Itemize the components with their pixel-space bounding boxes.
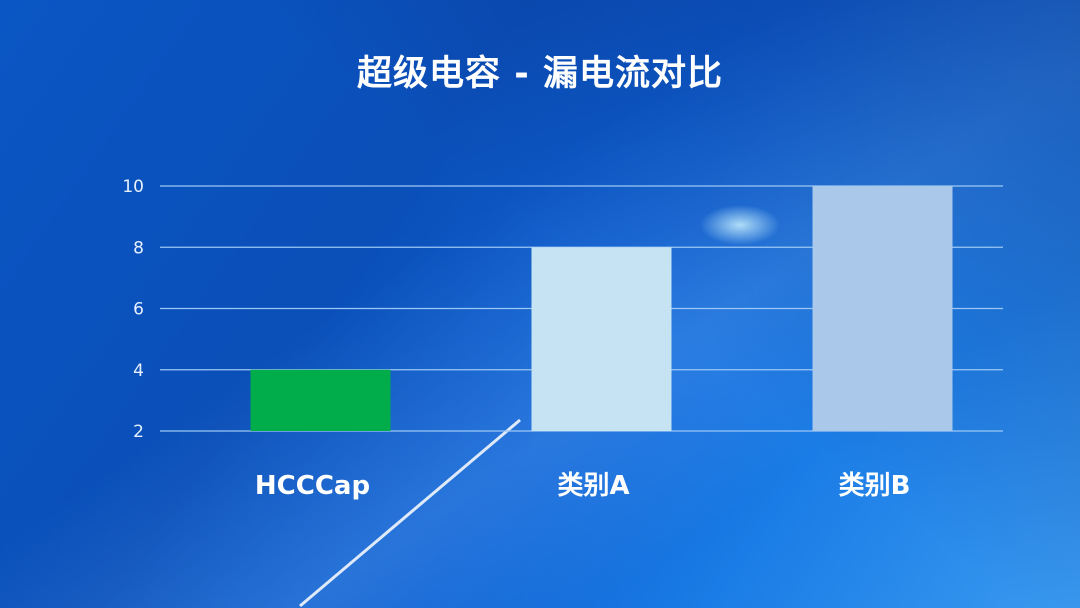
bar-2: [812, 186, 953, 431]
bar-1: [531, 247, 672, 431]
y-tick-label: 10: [122, 177, 144, 197]
x-tick-label: 类别B: [839, 471, 911, 501]
x-tick-label: HCCCap: [255, 471, 370, 501]
y-tick-label: 2: [133, 422, 144, 442]
bar-0: [250, 369, 391, 431]
y-tick-label: 4: [133, 361, 144, 381]
y-tick-label: 6: [133, 300, 144, 320]
y-tick-label: 8: [133, 238, 144, 258]
x-tick-label: 类别A: [557, 471, 629, 501]
light-streak: [299, 418, 521, 608]
chart-title: 超级电容 - 漏电流对比: [357, 54, 723, 94]
